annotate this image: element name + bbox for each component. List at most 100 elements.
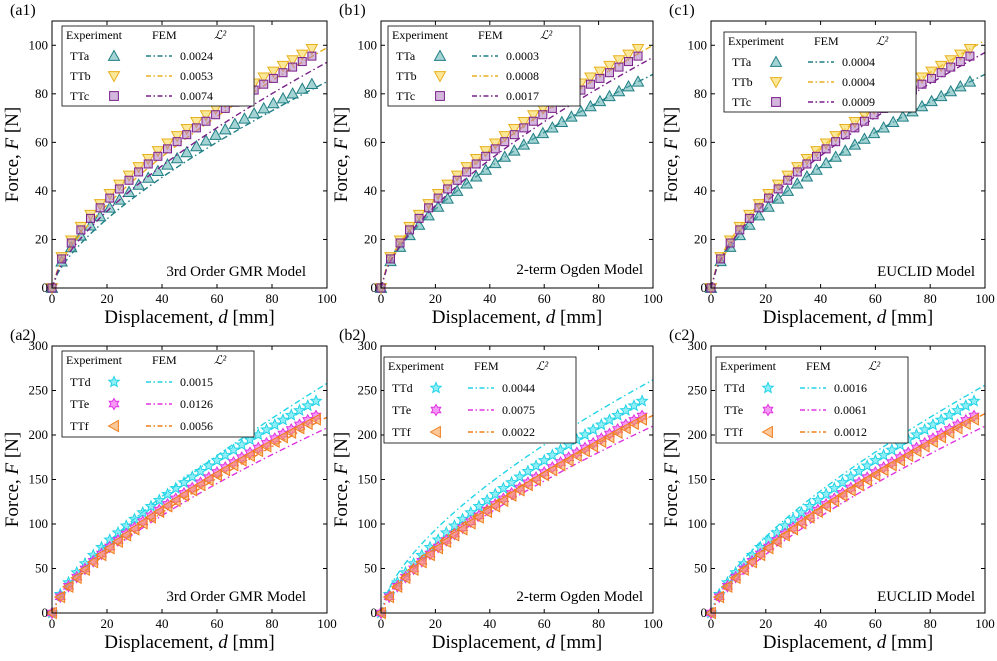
exp-point-ttc: [955, 57, 965, 67]
exp-point-ttc: [57, 254, 67, 264]
exp-point-tta: [441, 192, 454, 204]
exp-point-ttf: [398, 571, 411, 585]
series-tta: [704, 73, 986, 293]
exp-point-ttc: [395, 238, 405, 248]
exp-point-ttf: [877, 463, 889, 477]
y-tick-label: 250: [688, 383, 708, 398]
exp-point-ttf: [53, 590, 66, 604]
y-tick-label: 50: [694, 561, 707, 576]
legend-head-fem: FEM: [152, 28, 177, 42]
legend-metric: 0.0015: [180, 375, 213, 389]
exp-point-ttf: [570, 449, 582, 462]
exp-point-ttb: [963, 44, 977, 56]
legend-marker-ttc: [109, 91, 119, 101]
x-tick-label: 60: [211, 291, 224, 306]
exp-point-ttf: [70, 571, 82, 585]
exp-point-ttf: [423, 548, 435, 562]
exp-point-tta: [762, 200, 775, 212]
exp-point-tta: [886, 115, 900, 128]
legend-series-name: TTa: [70, 49, 90, 63]
exp-point-ttc: [802, 159, 812, 169]
legend-head-experiment: Experiment: [388, 359, 445, 373]
exp-point-ttc: [191, 123, 201, 133]
x-tick-label: 80: [592, 291, 605, 306]
legend-box: [61, 350, 255, 438]
exp-point-ttc: [153, 151, 163, 161]
exp-point-tta: [622, 80, 635, 92]
exp-point-ttb: [517, 117, 531, 129]
exp-point-ttd: [967, 394, 981, 407]
legend-series-name: TTb: [396, 69, 417, 83]
exp-point-ttf: [619, 421, 631, 435]
exp-point-ttf: [611, 426, 623, 440]
exp-point-ttf: [292, 421, 305, 435]
exp-point-ttf: [415, 555, 427, 569]
exp-point-ttd: [284, 408, 298, 421]
legend-metric: 0.0061: [834, 403, 867, 417]
exp-point-ttf: [496, 494, 509, 508]
model-label: EUCLID Model: [877, 264, 975, 280]
exp-point-ttc: [840, 130, 850, 140]
series-ttf: [45, 413, 328, 620]
legend: Experiment FEM ℒ² TTa 0.0004 TTb 0.0004 TTc 0.00…: [723, 31, 917, 113]
legend-marker-ttb: [107, 71, 121, 83]
legend-head-fem: FEM: [478, 28, 503, 42]
exp-point-ttf: [243, 449, 255, 462]
exp-point-ttf: [268, 435, 280, 449]
exp-point-ttb: [267, 66, 280, 79]
y-tick-label: 200: [688, 427, 708, 442]
exp-point-ttb: [295, 49, 309, 62]
legend-head-fem: FEM: [474, 359, 499, 373]
exp-point-ttc: [604, 68, 614, 78]
legend-head-metric: ℒ²: [214, 353, 227, 367]
exp-point-tta: [743, 218, 756, 230]
legend-marker-ttf: [107, 419, 119, 433]
exp-point-tta: [915, 99, 929, 112]
exp-point-ttf: [770, 535, 782, 549]
exp-point-ttc: [792, 167, 802, 177]
exp-point-ttd: [794, 505, 808, 519]
exp-point-ttf: [762, 541, 774, 555]
legend-series-name: TTb: [732, 75, 753, 89]
exp-point-ttc: [538, 110, 548, 120]
x-tick-label: 100: [975, 291, 995, 306]
exp-point-ttd: [803, 499, 817, 512]
exp-point-ttc: [735, 225, 745, 235]
exp-point-ttc: [850, 123, 860, 133]
exp-point-ttf: [456, 522, 468, 536]
exp-point-tta: [412, 218, 426, 230]
exp-point-ttf: [811, 505, 823, 519]
exp-point-ttb: [151, 146, 165, 158]
exp-point-ttd: [169, 481, 183, 494]
panel-a2: 0 20 40 60 80 100 0 50 100 150 200 250 300 Displaceme…: [2, 327, 337, 653]
exp-point-ttf: [712, 590, 725, 604]
exp-point-ttd: [496, 481, 510, 494]
exp-point-ttd: [860, 459, 874, 472]
exp-point-ttc: [821, 144, 831, 154]
panel-b1: 0 20 40 60 80 100 0 20 40 60 80 100 Displacement, d …: [331, 2, 663, 328]
exp-point-ttd: [227, 443, 240, 456]
y-tick-label: 80: [694, 86, 707, 101]
exp-point-ttf: [464, 516, 476, 530]
y-tick-label: 40: [35, 183, 48, 198]
exp-point-ttf: [160, 499, 173, 513]
y-tick-label: 60: [694, 134, 707, 149]
fem-line-ttf: [710, 413, 986, 614]
exp-point-tta: [498, 150, 512, 162]
legend-series-name: TTa: [396, 49, 416, 63]
y-tick-label: 150: [688, 472, 708, 487]
exp-point-ttf: [136, 516, 148, 530]
exp-point-ttd: [210, 453, 224, 467]
y-tick-label: 60: [364, 134, 377, 149]
legend: Experiment FEM ℒ² TTd 0.0016 TTe 0.0061 TTf 0.00…: [715, 356, 909, 444]
exp-point-ttd: [836, 475, 849, 489]
axes-box: [51, 20, 328, 289]
exp-point-ttf: [909, 444, 922, 458]
y-axis-label: Force, F [N]: [2, 432, 23, 528]
y-axis-label: Force, F [N]: [331, 432, 352, 528]
exp-point-ttb: [507, 124, 521, 136]
exp-point-tta: [752, 208, 766, 221]
exp-point-ttc: [917, 79, 927, 89]
x-tick-label: 100: [317, 616, 337, 631]
x-tick-label: 0: [708, 616, 715, 631]
